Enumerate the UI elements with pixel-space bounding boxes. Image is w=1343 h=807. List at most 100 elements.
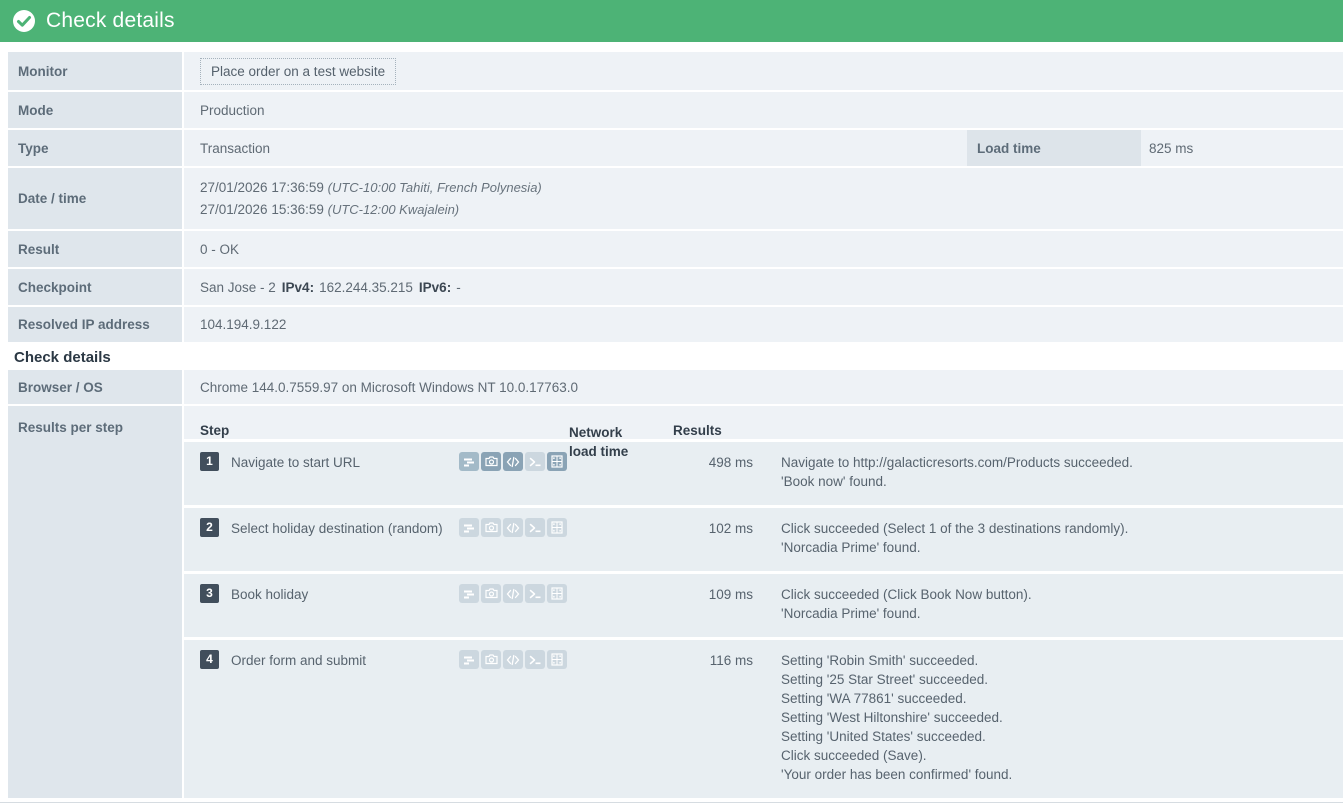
load-time-label: Load time	[967, 130, 1141, 166]
row-result: Result 0 - OK	[0, 231, 1343, 267]
page-title: Check details	[46, 9, 175, 32]
timezone-1: (UTC-10:00 Tahiti, French Polynesia)	[327, 180, 542, 195]
step-number-badge: 3	[200, 584, 219, 603]
monitor-name-box[interactable]: Place order on a test website	[200, 57, 397, 85]
row-resolved-ip: Resolved IP address 104.194.9.122	[0, 307, 1343, 342]
source-code-icon[interactable]	[503, 584, 523, 603]
step-row: 2 Select holiday destination (random) 10…	[184, 508, 1343, 571]
source-code-icon[interactable]	[503, 650, 523, 669]
row-browser-os: Browser / OS Chrome 144.0.7559.97 on Mic…	[0, 370, 1343, 404]
step-result-line: Click succeeded (Save).	[781, 748, 927, 763]
step-icons	[459, 518, 577, 537]
resolved-ip-value: 104.194.9.122	[184, 307, 1343, 342]
screenshot-icon[interactable]	[481, 452, 501, 471]
step-number-badge: 1	[200, 452, 219, 471]
browser-os-label: Browser / OS	[8, 370, 182, 404]
step-name: Book holiday	[231, 587, 309, 602]
filmstrip-icon[interactable]	[547, 650, 567, 669]
row-results-per-step: Results per step Step Network load time …	[0, 406, 1343, 798]
console-icon[interactable]	[525, 584, 545, 603]
filmstrip-icon[interactable]	[547, 452, 567, 471]
waterfall-icon[interactable]	[459, 518, 479, 537]
step-row: 4 Order form and submit 116 ms Setting '…	[184, 640, 1343, 798]
step-result-line: 'Your order has been confirmed' found.	[781, 767, 1013, 782]
screenshot-icon[interactable]	[481, 518, 501, 537]
check-details-section-heading: Check details	[14, 349, 111, 366]
result-value: 0 - OK	[184, 231, 1343, 267]
step-result-line: Navigate to http://galacticresorts.com/P…	[781, 455, 1133, 470]
step-result-line: Click succeeded (Click Book Now button).	[781, 587, 1032, 602]
step-name: Order form and submit	[231, 653, 367, 668]
result-label: Result	[8, 231, 182, 267]
console-icon[interactable]	[525, 452, 545, 471]
step-result-line: Setting '25 Star Street' succeeded.	[781, 672, 989, 687]
step-result-line: Setting 'WA 77861' succeeded.	[781, 691, 967, 706]
page-header: Check details	[0, 0, 1343, 42]
steps-table-header: Step Network load time Results	[184, 406, 1343, 459]
step-icons	[459, 452, 577, 471]
column-header-network-load-time: Network load time	[569, 425, 629, 459]
console-icon[interactable]	[525, 518, 545, 537]
step-results: Setting 'Robin Smith' succeeded. Setting …	[781, 650, 1343, 784]
type-label: Type	[8, 130, 182, 166]
results-per-step-label: Results per step	[8, 406, 182, 798]
step-result-line: Setting 'West Hiltonshire' succeeded.	[781, 710, 1003, 725]
datetime-label: Date / time	[8, 168, 182, 229]
ipv4-value: 162.244.35.215	[319, 279, 413, 295]
monitor-value-cell: Place order on a test website	[184, 52, 1343, 90]
resolved-ip-label: Resolved IP address	[8, 307, 182, 342]
step-result-line: 'Norcadia Prime' found.	[781, 540, 921, 555]
column-header-step: Step	[200, 423, 230, 438]
ipv4-label: IPv4:	[281, 279, 315, 295]
filmstrip-icon[interactable]	[547, 518, 567, 537]
step-result-line: 'Norcadia Prime' found.	[781, 606, 921, 621]
check-circle-icon	[12, 9, 36, 33]
column-header-results: Results	[673, 423, 722, 438]
step-name: Navigate to start URL	[231, 455, 361, 470]
waterfall-icon[interactable]	[459, 584, 479, 603]
browser-os-value: Chrome 144.0.7559.97 on Microsoft Window…	[184, 370, 1343, 404]
step-row: 3 Book holiday 109 ms Click succeeded (C…	[184, 574, 1343, 637]
row-monitor: Monitor Place order on a test website	[0, 52, 1343, 90]
source-code-icon[interactable]	[503, 452, 523, 471]
step-number-badge: 4	[200, 650, 219, 669]
step-load-time: 102 ms	[708, 521, 753, 536]
step-results: Click succeeded (Select 1 of the 3 desti…	[781, 518, 1343, 557]
steps-list: 1 Navigate to start URL 498 ms Navigate …	[184, 439, 1343, 798]
datetime-line-1: 27/01/2026 17:36:59 (UTC-10:00 Tahiti, F…	[200, 180, 542, 195]
screenshot-icon[interactable]	[481, 584, 501, 603]
filmstrip-icon[interactable]	[547, 584, 567, 603]
step-result-line: Click succeeded (Select 1 of the 3 desti…	[781, 521, 1129, 536]
timezone-2: (UTC-12:00 Kwajalein)	[327, 202, 460, 217]
mode-label: Mode	[8, 92, 182, 128]
checkpoint-name: San Jose - 2	[200, 279, 276, 295]
row-checkpoint: Checkpoint San Jose - 2 IPv4: 162.244.35…	[0, 269, 1343, 305]
steps-table: Step Network load time Results 1 Navigat…	[184, 406, 1343, 798]
row-type: Type Transaction Load time 825 ms	[0, 130, 1343, 166]
screenshot-icon[interactable]	[481, 650, 501, 669]
checkpoint-label: Checkpoint	[8, 269, 182, 305]
step-icons	[459, 650, 577, 669]
step-icons	[459, 584, 577, 603]
ipv6-label: IPv6:	[418, 279, 452, 295]
ipv6-value: -	[456, 279, 461, 295]
step-load-time: 498 ms	[708, 455, 753, 470]
step-row: 1 Navigate to start URL 498 ms Navigate …	[184, 442, 1343, 505]
waterfall-icon[interactable]	[459, 650, 479, 669]
console-icon[interactable]	[525, 650, 545, 669]
step-name: Select holiday destination (random)	[231, 521, 443, 536]
type-value: Transaction	[200, 140, 271, 156]
details-table: Monitor Place order on a test website Mo…	[0, 52, 1343, 798]
type-value-cell: Transaction Load time 825 ms	[184, 130, 1343, 166]
step-load-time: 116 ms	[709, 653, 753, 668]
source-code-icon[interactable]	[503, 518, 523, 537]
checkpoint-value-cell: San Jose - 2 IPv4: 162.244.35.215 IPv6: …	[184, 269, 1343, 305]
waterfall-icon[interactable]	[459, 452, 479, 471]
bottom-divider	[0, 802, 1343, 803]
datetime-value-cell: 27/01/2026 17:36:59 (UTC-10:00 Tahiti, F…	[184, 168, 1343, 229]
step-result-line: Setting 'Robin Smith' succeeded.	[781, 653, 979, 668]
step-results: Click succeeded (Click Book Now button).…	[781, 584, 1343, 623]
row-mode: Mode Production	[0, 92, 1343, 128]
load-time-value: 825 ms	[1149, 140, 1194, 156]
